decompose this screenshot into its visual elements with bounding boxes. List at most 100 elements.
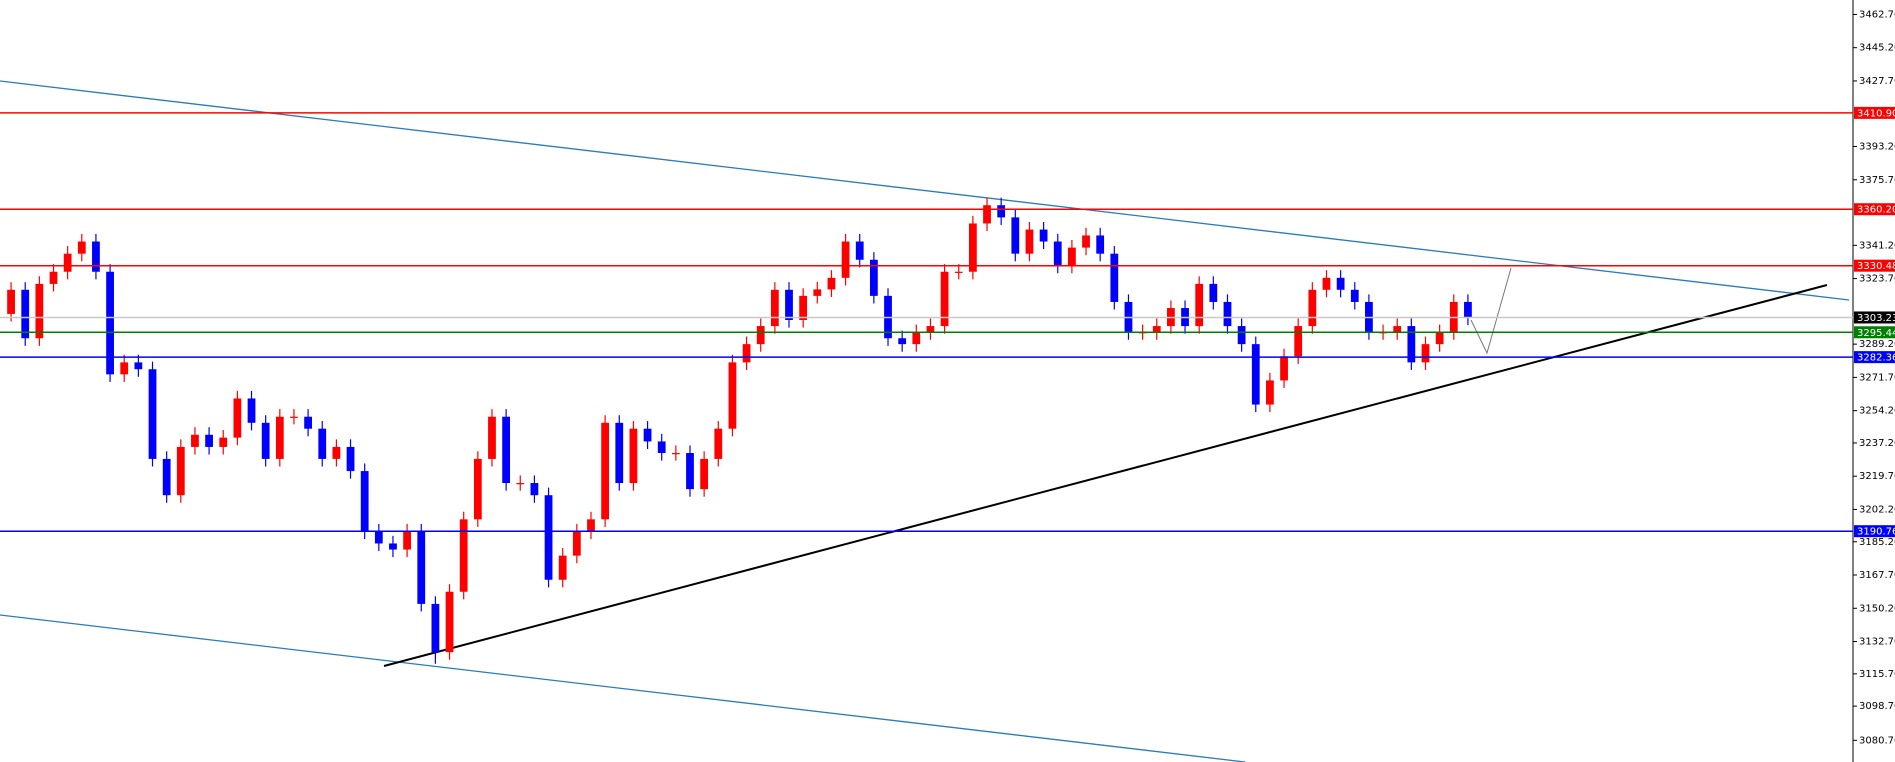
- candle-body: [318, 428, 327, 459]
- candle-body: [1039, 229, 1048, 242]
- candle-body: [35, 283, 44, 339]
- y-tick-label: 3323.70: [1859, 274, 1895, 285]
- candle-body: [869, 259, 878, 296]
- level-label-bg: [1854, 351, 1895, 364]
- channel-upper: [0, 80, 1850, 301]
- candle-body: [700, 458, 709, 490]
- candle-body: [912, 332, 921, 345]
- candle-body: [431, 603, 440, 653]
- candle-body: [417, 531, 426, 604]
- level-label: 3282.36: [1857, 353, 1895, 364]
- candle-body: [247, 398, 256, 423]
- candle-body: [686, 453, 694, 490]
- y-tick-label: 3271.70: [1859, 372, 1895, 383]
- y-tick-label: 3375.70: [1859, 175, 1895, 186]
- candle-body: [728, 362, 737, 429]
- candle-body: [657, 441, 666, 454]
- drawings: [0, 80, 1850, 762]
- candle-body: [544, 495, 553, 580]
- candle-body: [770, 289, 779, 327]
- level-label: 3190.76: [1857, 527, 1895, 538]
- candle-body: [855, 241, 864, 260]
- level-label-bg: [1854, 326, 1895, 339]
- candle-body: [488, 416, 496, 459]
- candle-body: [148, 369, 157, 459]
- candle-body: [1251, 344, 1260, 405]
- y-tick-label: 3462.70: [1859, 9, 1895, 20]
- candle-body: [1421, 344, 1430, 363]
- candle-body: [742, 344, 751, 363]
- y-tick-label: 3202.20: [1859, 504, 1895, 515]
- candle-body: [205, 434, 213, 447]
- candle-body: [756, 326, 765, 345]
- candle-body: [134, 362, 143, 370]
- candle-body: [1464, 301, 1472, 318]
- candle-body: [1110, 253, 1119, 302]
- candle-body: [714, 428, 723, 459]
- candle-body: [162, 458, 171, 496]
- candle-body: [799, 295, 808, 321]
- channel-lower: [0, 614, 1246, 762]
- candle-body: [1209, 283, 1218, 302]
- candle-body: [49, 271, 58, 284]
- candle-body: [261, 422, 270, 459]
- candle-body: [445, 591, 454, 653]
- candle-body: [473, 458, 482, 520]
- candle-body: [77, 241, 86, 254]
- candle-body: [1195, 283, 1204, 327]
- candle-body: [926, 326, 935, 333]
- candle-body: [1067, 247, 1076, 266]
- candle-body: [785, 289, 793, 321]
- candle-body: [233, 398, 242, 438]
- candle-body: [1393, 326, 1402, 333]
- candle-body: [92, 241, 100, 272]
- candle-body: [275, 416, 284, 459]
- y-tick-label: 3219.70: [1859, 471, 1895, 482]
- candle-body: [1053, 241, 1062, 266]
- y-tick-label: 3427.70: [1859, 76, 1895, 87]
- candle-body: [1082, 235, 1090, 248]
- candle-body: [1266, 380, 1274, 405]
- candle-body: [360, 471, 369, 532]
- candle-body: [1336, 277, 1345, 290]
- candle-body: [1096, 235, 1105, 254]
- candle-body: [219, 437, 228, 447]
- candle-body: [954, 271, 963, 273]
- y-tick-label: 3445.20: [1859, 43, 1895, 54]
- candle-body: [841, 241, 850, 278]
- candle-body: [176, 446, 185, 496]
- level-label-bg: [1854, 203, 1895, 216]
- candle-body: [106, 271, 114, 375]
- candle-body: [120, 362, 129, 375]
- candle-body: [968, 223, 977, 272]
- support-trendline: [383, 284, 1828, 667]
- candle-body: [389, 543, 397, 550]
- level-label: 3303.23: [1857, 313, 1895, 324]
- candle-body: [1280, 356, 1288, 381]
- candle-body: [346, 446, 355, 472]
- y-tick-label: 3098.70: [1859, 701, 1895, 712]
- y-tick-label: 3237.20: [1859, 438, 1895, 449]
- candle-body: [997, 205, 1006, 218]
- level-label-bg: [1854, 311, 1895, 324]
- candle-body: [1407, 326, 1416, 363]
- candle-body: [1025, 229, 1034, 254]
- candle-body: [374, 531, 383, 544]
- level-label-bg: [1854, 525, 1895, 538]
- candle-body: [898, 338, 907, 345]
- candle-body: [671, 453, 680, 455]
- level-label-bg: [1854, 259, 1895, 272]
- candle-body: [629, 428, 638, 484]
- y-tick-label: 3185.20: [1859, 537, 1895, 548]
- forecast-path: [1470, 267, 1512, 355]
- candle-body: [63, 253, 72, 272]
- candle-body: [403, 531, 412, 550]
- candle-body: [290, 416, 298, 418]
- candle-body: [601, 422, 610, 520]
- candle-body: [827, 277, 836, 290]
- y-tick-label: 3289.20: [1859, 339, 1895, 350]
- level-label: 3330.48: [1857, 261, 1895, 272]
- candle-body: [1294, 326, 1303, 357]
- candle-body: [1322, 277, 1331, 290]
